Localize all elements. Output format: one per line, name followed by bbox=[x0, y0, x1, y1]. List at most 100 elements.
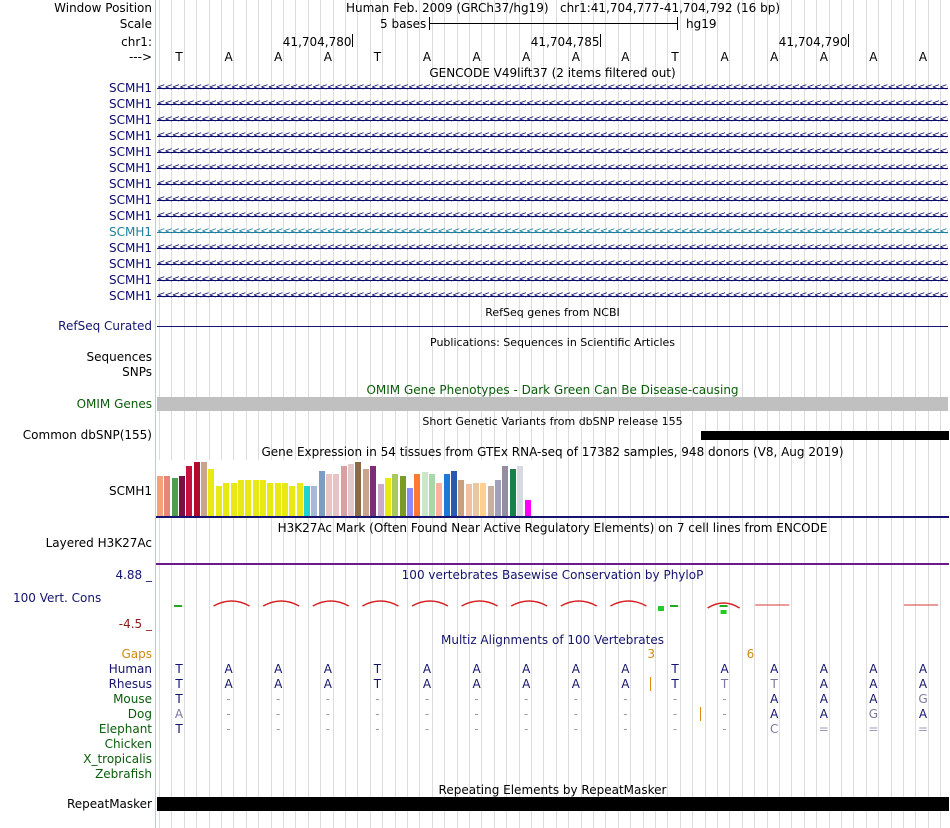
species-label[interactable]: Elephant bbox=[98, 722, 152, 736]
gtex-tissue-bar[interactable] bbox=[495, 480, 502, 516]
gencode-transcript-label[interactable]: SCMH1 bbox=[108, 145, 152, 159]
gtex-tissue-bar[interactable] bbox=[259, 480, 266, 516]
species-label[interactable]: X_tropicalis bbox=[83, 752, 152, 766]
repeatmasker-label[interactable]: RepeatMasker bbox=[66, 797, 152, 811]
gtex-tissue-bar[interactable] bbox=[223, 483, 230, 516]
gtex-tissue-bar[interactable] bbox=[428, 474, 435, 516]
species-label[interactable]: Chicken bbox=[104, 737, 152, 751]
gtex-tissue-bar[interactable] bbox=[487, 486, 494, 516]
gtex-tissue-bar[interactable] bbox=[193, 462, 200, 516]
gtex-tissue-bar[interactable] bbox=[304, 486, 310, 516]
gtex-tissue-bar[interactable] bbox=[237, 480, 244, 516]
gencode-transcript-row[interactable]: <<<<<<<<<<<<<<<<<<<<<<<<<<<<<<<<<<<<<<<<… bbox=[157, 209, 948, 223]
gtex-tissue-bar[interactable] bbox=[289, 486, 296, 516]
gtex-label[interactable]: SCMH1 bbox=[108, 484, 152, 498]
gtex-tissue-bar[interactable] bbox=[436, 483, 443, 516]
gencode-transcript-row[interactable]: <<<<<<<<<<<<<<<<<<<<<<<<<<<<<<<<<<<<<<<<… bbox=[157, 97, 948, 111]
gencode-transcript-label[interactable]: SCMH1 bbox=[108, 129, 152, 143]
gencode-transcript-label[interactable]: SCMH1 bbox=[108, 81, 152, 95]
gtex-tissue-bar[interactable] bbox=[458, 480, 465, 516]
gtex-tissue-bar[interactable] bbox=[333, 474, 340, 516]
gtex-tissue-bar[interactable] bbox=[157, 476, 163, 516]
gencode-transcript-row[interactable]: <<<<<<<<<<<<<<<<<<<<<<<<<<<<<<<<<<<<<<<<… bbox=[157, 113, 948, 127]
species-label[interactable]: Human bbox=[108, 662, 152, 676]
gtex-tissue-bar[interactable] bbox=[355, 462, 362, 516]
gencode-transcript-row[interactable]: <<<<<<<<<<<<<<<<<<<<<<<<<<<<<<<<<<<<<<<<… bbox=[157, 289, 948, 303]
gtex-tissue-bar[interactable] bbox=[524, 500, 531, 516]
gencode-transcript-row[interactable]: <<<<<<<<<<<<<<<<<<<<<<<<<<<<<<<<<<<<<<<<… bbox=[157, 145, 948, 159]
gencode-transcript-row[interactable]: <<<<<<<<<<<<<<<<<<<<<<<<<<<<<<<<<<<<<<<<… bbox=[157, 225, 948, 239]
gtex-tissue-bar[interactable] bbox=[281, 483, 288, 516]
gtex-tissue-bar[interactable] bbox=[274, 483, 281, 516]
gtex-tissue-bar[interactable] bbox=[230, 483, 237, 516]
phylop-conservation-plot[interactable] bbox=[156, 596, 949, 620]
publications-title[interactable]: Publications: Sequences in Scientific Ar… bbox=[430, 336, 675, 349]
dbsnp-title[interactable]: Short Genetic Variants from dbSNP releas… bbox=[422, 415, 683, 428]
phylop-title[interactable]: 100 vertebrates Basewise Conservation by… bbox=[401, 568, 704, 582]
gtex-tissue-bar[interactable] bbox=[370, 466, 377, 516]
gtex-tissue-bar[interactable] bbox=[164, 476, 171, 516]
gtex-tissue-bar[interactable] bbox=[348, 464, 355, 516]
gtex-tissue-bar[interactable] bbox=[296, 483, 303, 516]
gtex-tissue-bar[interactable] bbox=[377, 484, 384, 516]
gtex-tissue-bar[interactable] bbox=[421, 472, 428, 516]
gtex-tissue-bar[interactable] bbox=[414, 474, 421, 516]
track-area[interactable] bbox=[155, 0, 950, 828]
dbsnp-variant-block[interactable] bbox=[701, 431, 949, 440]
publications-sequences-label[interactable]: Sequences bbox=[86, 350, 152, 364]
gencode-transcript-label[interactable]: SCMH1 bbox=[108, 289, 152, 303]
gencode-transcript-label[interactable]: SCMH1 bbox=[108, 161, 152, 175]
gtex-tissue-bar[interactable] bbox=[443, 474, 450, 516]
gencode-transcript-label[interactable]: SCMH1 bbox=[108, 273, 152, 287]
gtex-tissue-bar[interactable] bbox=[340, 466, 347, 516]
gtex-tissue-bar[interactable] bbox=[384, 478, 391, 516]
gtex-tissue-bar[interactable] bbox=[201, 462, 208, 516]
gencode-transcript-label[interactable]: SCMH1 bbox=[108, 113, 152, 127]
h3k27ac-label[interactable]: Layered H3K27Ac bbox=[45, 536, 152, 550]
gtex-tissue-bar[interactable] bbox=[509, 469, 516, 516]
phylop-track-label[interactable]: 100 Vert. Cons bbox=[13, 591, 102, 605]
repeatmasker-title[interactable]: Repeating Elements by RepeatMasker bbox=[438, 783, 667, 797]
gencode-transcript-row[interactable]: <<<<<<<<<<<<<<<<<<<<<<<<<<<<<<<<<<<<<<<<… bbox=[157, 177, 948, 191]
gtex-tissue-bar[interactable] bbox=[517, 466, 524, 516]
dbsnp-label[interactable]: Common dbSNP(155) bbox=[22, 428, 152, 442]
gtex-title[interactable]: Gene Expression in 54 tissues from GTEx … bbox=[261, 445, 844, 459]
gtex-tissue-bar[interactable] bbox=[473, 483, 480, 516]
gtex-tissue-bar[interactable] bbox=[208, 469, 215, 516]
species-label[interactable]: Zebrafish bbox=[95, 767, 152, 781]
gencode-transcript-label[interactable]: SCMH1 bbox=[108, 225, 152, 239]
species-label[interactable]: Dog bbox=[127, 707, 152, 721]
gencode-transcript-label[interactable]: SCMH1 bbox=[108, 257, 152, 271]
gencode-transcript-label[interactable]: SCMH1 bbox=[108, 241, 152, 255]
species-label[interactable]: Mouse bbox=[113, 692, 152, 706]
gtex-tissue-bar[interactable] bbox=[252, 480, 259, 516]
gtex-tissue-bar[interactable] bbox=[215, 486, 222, 516]
gtex-tissue-bar[interactable] bbox=[399, 476, 406, 516]
gencode-transcript-label[interactable]: SCMH1 bbox=[108, 193, 152, 207]
gtex-tissue-bar[interactable] bbox=[480, 483, 487, 516]
gtex-tissue-bar[interactable] bbox=[179, 476, 186, 516]
gtex-tissue-bar[interactable] bbox=[392, 474, 399, 516]
gencode-transcript-label[interactable]: SCMH1 bbox=[108, 177, 152, 191]
gtex-tissue-bar[interactable] bbox=[362, 469, 369, 516]
gencode-transcript-label[interactable]: SCMH1 bbox=[108, 209, 152, 223]
gencode-transcript-row[interactable]: <<<<<<<<<<<<<<<<<<<<<<<<<<<<<<<<<<<<<<<<… bbox=[157, 129, 948, 143]
gencode-title[interactable]: GENCODE V49lift37 (2 items filtered out) bbox=[429, 66, 676, 80]
gtex-tissue-bar[interactable] bbox=[267, 483, 274, 516]
gtex-tissue-bar[interactable] bbox=[171, 478, 178, 516]
omim-gene-block[interactable] bbox=[157, 397, 948, 411]
gtex-expression-chart[interactable] bbox=[156, 460, 536, 516]
gtex-tissue-bar[interactable] bbox=[311, 486, 318, 516]
gtex-tissue-bar[interactable] bbox=[326, 474, 333, 516]
publications-snps-label[interactable]: SNPs bbox=[122, 365, 152, 379]
gtex-tissue-bar[interactable] bbox=[502, 466, 509, 516]
gtex-tissue-bar[interactable] bbox=[186, 466, 193, 516]
gencode-transcript-row[interactable]: <<<<<<<<<<<<<<<<<<<<<<<<<<<<<<<<<<<<<<<<… bbox=[157, 161, 948, 175]
gencode-transcript-row[interactable]: <<<<<<<<<<<<<<<<<<<<<<<<<<<<<<<<<<<<<<<<… bbox=[157, 241, 948, 255]
repeatmasker-block[interactable] bbox=[157, 797, 949, 811]
omim-title[interactable]: OMIM Gene Phenotypes - Dark Green Can Be… bbox=[366, 383, 739, 397]
gencode-transcript-row[interactable]: <<<<<<<<<<<<<<<<<<<<<<<<<<<<<<<<<<<<<<<<… bbox=[157, 81, 948, 95]
species-label[interactable]: Rhesus bbox=[108, 677, 152, 691]
omim-label[interactable]: OMIM Genes bbox=[76, 397, 152, 411]
gencode-transcript-row[interactable]: <<<<<<<<<<<<<<<<<<<<<<<<<<<<<<<<<<<<<<<<… bbox=[157, 193, 948, 207]
